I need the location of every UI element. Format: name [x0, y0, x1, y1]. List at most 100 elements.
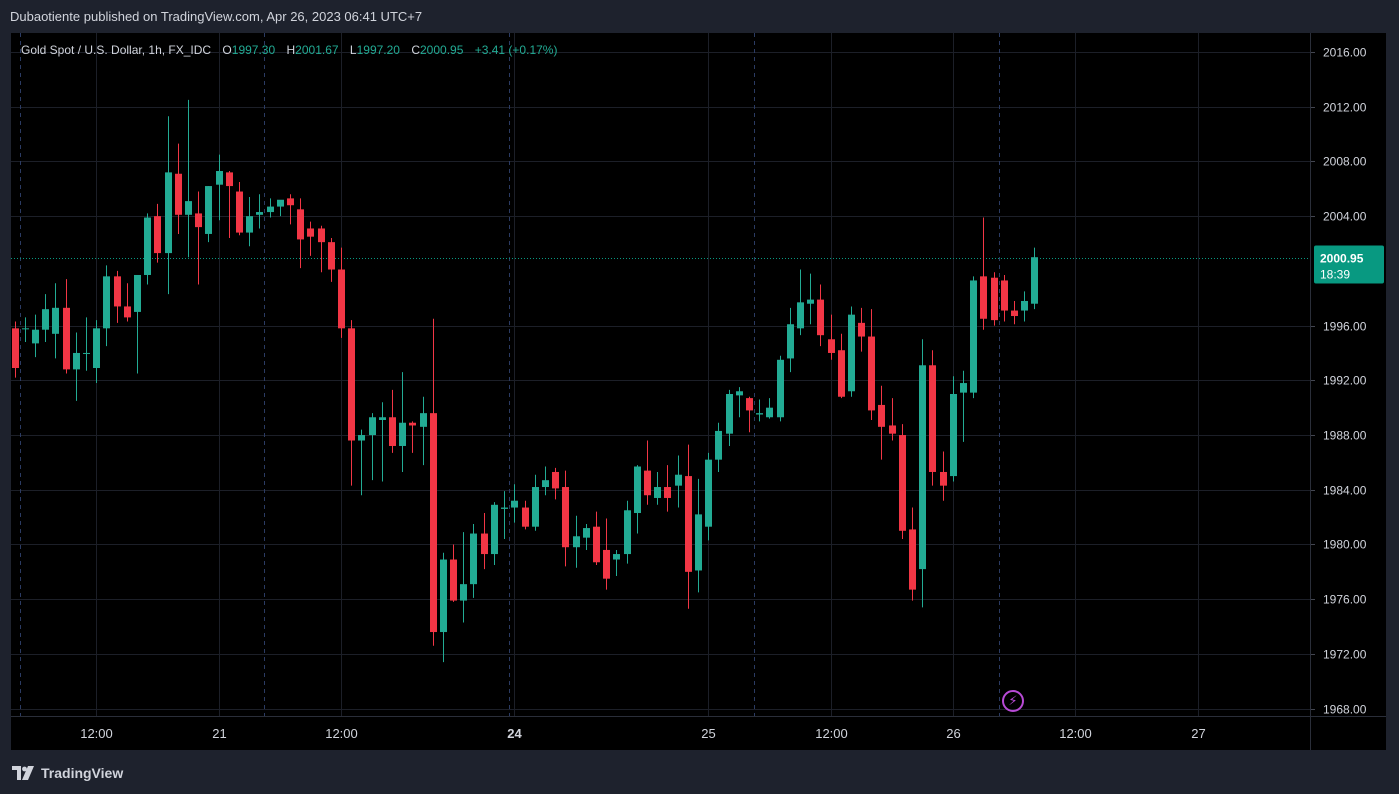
candle [889, 398, 896, 441]
candle-body [603, 549, 610, 579]
candle-body [970, 280, 977, 393]
candle-body [216, 171, 223, 185]
candle-body [940, 471, 947, 486]
candle [185, 99, 192, 258]
candle [858, 307, 865, 352]
candle-body [348, 328, 355, 441]
candle [328, 238, 335, 282]
candle [664, 465, 671, 512]
tradingview-logo-icon [12, 766, 34, 780]
candle [511, 484, 518, 523]
candle [1021, 291, 1028, 322]
candle-body [165, 172, 172, 254]
x-tick-label: 25 [701, 726, 715, 741]
candle [522, 500, 529, 530]
candle-body [470, 533, 477, 585]
candle-body [685, 476, 692, 572]
candle [756, 399, 763, 422]
candle [460, 532, 467, 623]
price-axis-divider [1310, 33, 1311, 750]
candle [379, 402, 386, 482]
candle [165, 116, 172, 295]
candle-body [715, 430, 722, 460]
candle-body [858, 322, 865, 337]
candle-body [848, 314, 855, 392]
candle-body [83, 352, 90, 354]
candle [236, 181, 243, 236]
candle [950, 376, 957, 482]
candle [420, 396, 427, 466]
candle-body [746, 398, 753, 411]
symbol-title[interactable]: Gold Spot / U.S. Dollar, 1h, FX_IDC [21, 43, 212, 57]
candle [838, 333, 845, 399]
candle [481, 513, 488, 570]
candle-body [481, 533, 488, 555]
candle-body [542, 480, 549, 488]
candle-body [909, 529, 916, 590]
candle-body [766, 407, 773, 418]
y-tick-label: 2012.00 [1323, 101, 1367, 115]
candle-body [358, 435, 365, 441]
candle [644, 440, 651, 505]
candle [766, 398, 773, 419]
candle [736, 387, 743, 418]
candle [277, 199, 284, 217]
candle [624, 500, 631, 564]
candle [399, 372, 406, 472]
candle-body [797, 302, 804, 329]
candle-body [838, 350, 845, 397]
y-tick-label: 1996.00 [1323, 320, 1367, 334]
candle [634, 465, 641, 534]
candle-body [501, 507, 508, 509]
candle [593, 511, 600, 565]
y-tick-label: 1972.00 [1323, 648, 1367, 662]
lightning-icon[interactable]: ⚡ [1002, 690, 1024, 712]
candle-body [878, 404, 885, 427]
candle-body [511, 500, 518, 508]
candle-body [103, 276, 110, 329]
candle [562, 470, 569, 567]
candle [899, 424, 906, 540]
candle [695, 478, 702, 593]
candle [583, 523, 590, 550]
candle-body [12, 328, 19, 369]
author-name[interactable]: Dubaotiente [10, 9, 81, 24]
candle-body [593, 526, 600, 563]
low-value: 1997.20 [356, 43, 400, 57]
symbol-legend: Gold Spot / U.S. Dollar, 1h, FX_IDC O199… [21, 43, 557, 57]
footer-brand[interactable]: TradingView [12, 764, 123, 782]
candle-body [991, 277, 998, 321]
candle [307, 221, 314, 256]
candle [797, 269, 804, 336]
candle-body [787, 324, 794, 359]
candle-body [736, 391, 743, 396]
candle-body [562, 487, 569, 548]
candle-body [950, 394, 957, 477]
candlestick-chart[interactable]: 2016.00 2012.00 2008.00 2004.00 1996.00 1992.… [11, 33, 1386, 750]
candle-body [430, 413, 437, 633]
candle [909, 507, 916, 601]
candle-body [654, 487, 661, 498]
candle [318, 225, 325, 273]
publish-info: published on TradingView.com, Apr 26, 20… [83, 9, 423, 24]
candle [63, 279, 70, 374]
candle [654, 471, 661, 505]
candle-body [236, 191, 243, 233]
close-value: 2000.95 [420, 43, 464, 57]
candle [573, 515, 580, 568]
candle-body [1001, 280, 1008, 311]
last-price-value: 2000.95 [1320, 252, 1364, 266]
y-tick-label: 1976.00 [1323, 593, 1367, 607]
candle [205, 186, 212, 243]
candle [532, 474, 539, 531]
chart-pane[interactable]: 2016.00 2012.00 2008.00 2004.00 1996.00 1992.… [11, 33, 1386, 750]
x-tick-label: 26 [946, 726, 960, 741]
candle-body [644, 470, 651, 496]
y-tick-label: 1968.00 [1323, 703, 1367, 717]
x-tick-label: 24 [507, 726, 522, 741]
high-label: H [286, 43, 296, 57]
candle-body [144, 217, 151, 275]
candle [22, 317, 29, 343]
candle [226, 171, 233, 239]
candle [613, 549, 620, 576]
